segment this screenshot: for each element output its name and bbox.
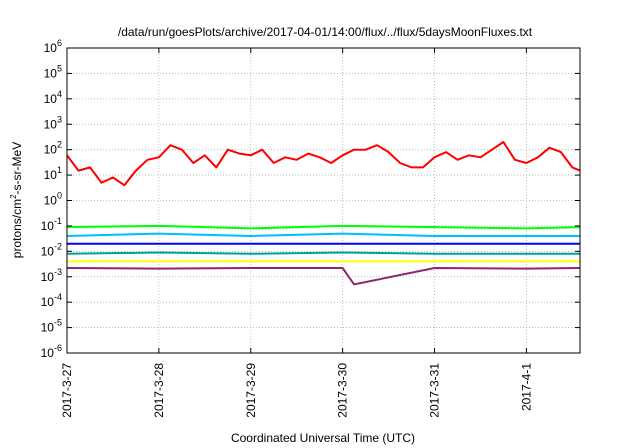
x-tick-label: 2017-3-31 xyxy=(428,363,442,418)
x-tick-label: 2017-3-28 xyxy=(152,363,166,418)
series-line-7 xyxy=(66,267,581,286)
x-tick-label: 2017-4-1 xyxy=(519,363,533,411)
y-axis-label-prefix: protons/cm xyxy=(10,199,24,258)
y-tick-label: 10-6 xyxy=(41,343,62,360)
series-line-3 xyxy=(66,232,580,237)
x-tick-label: 2017-3-27 xyxy=(60,363,74,418)
y-tick-label: 106 xyxy=(44,38,62,55)
y-tick-label: 101 xyxy=(44,165,62,182)
y-tick-label: 10-1 xyxy=(41,216,62,233)
y-tick-label: 104 xyxy=(44,89,62,106)
y-axis-label-sup: 2 xyxy=(9,194,18,199)
plot-frame xyxy=(66,47,581,354)
grid xyxy=(67,48,580,353)
y-tick-label: 10-2 xyxy=(41,241,62,258)
series-line-2 xyxy=(66,224,581,230)
y-tick-label: 10-3 xyxy=(41,267,62,284)
y-tick-label: 10-4 xyxy=(41,292,62,309)
y-tick-label: 103 xyxy=(44,114,62,131)
x-tick-label: 2017-3-29 xyxy=(244,363,258,418)
y-axis-label: protons/cm2-s-sr-MeV xyxy=(9,142,24,258)
x-tick-label: 2017-3-30 xyxy=(336,363,350,418)
series-group xyxy=(66,141,581,286)
y-tick-label: 105 xyxy=(44,63,62,80)
y-tick-label: 10-5 xyxy=(41,318,62,335)
y-tick-label: 100 xyxy=(44,191,62,208)
series-line-5 xyxy=(66,251,580,255)
x-axis: 2017-3-27 2017-3-28 2017-3-29 2017-3-30 2017… xyxy=(60,48,533,418)
y-axis: 10-6 10-5 10-4 10-3 10-2 10-1 100 101 102 103 104 1… xyxy=(41,38,580,360)
series-line-1 xyxy=(66,141,581,187)
y-tick-label: 102 xyxy=(44,140,62,157)
x-axis-label: Coordinated Universal Time (UTC) xyxy=(231,431,415,445)
y-axis-label-suffix: -s-sr-MeV xyxy=(10,142,24,195)
chart-title: /data/run/goesPlots/archive/2017-04-01/1… xyxy=(118,25,533,39)
